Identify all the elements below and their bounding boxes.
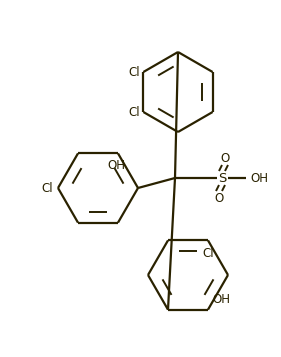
Text: OH: OH: [212, 293, 230, 306]
Text: Cl: Cl: [202, 247, 214, 260]
Text: O: O: [214, 191, 224, 205]
Text: OH: OH: [250, 171, 268, 185]
Text: Cl: Cl: [129, 106, 140, 119]
Text: S: S: [218, 171, 226, 185]
Text: Cl: Cl: [41, 181, 53, 195]
Text: OH: OH: [107, 159, 125, 172]
Text: Cl: Cl: [129, 65, 140, 79]
Text: O: O: [220, 151, 230, 165]
